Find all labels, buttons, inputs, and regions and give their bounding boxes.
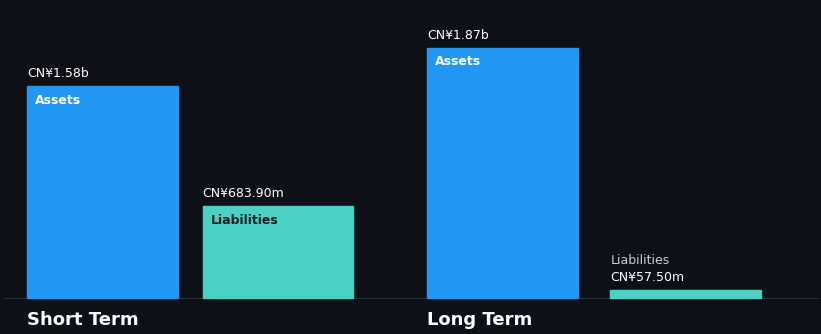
Text: Assets: Assets [35, 94, 81, 107]
Text: CN¥1.58b: CN¥1.58b [27, 67, 89, 80]
Text: Liabilities: Liabilities [211, 214, 278, 227]
Bar [610, 290, 761, 298]
Text: Long Term: Long Term [427, 311, 532, 329]
Text: Liabilities: Liabilities [610, 255, 670, 268]
Text: CN¥683.90m: CN¥683.90m [203, 187, 284, 200]
Bar [203, 206, 353, 298]
Bar [27, 87, 178, 298]
Text: Short Term: Short Term [27, 311, 139, 329]
Text: Assets: Assets [435, 55, 481, 68]
Bar [427, 48, 578, 298]
Text: CN¥57.50m: CN¥57.50m [610, 271, 685, 284]
Text: CN¥1.87b: CN¥1.87b [427, 28, 488, 41]
